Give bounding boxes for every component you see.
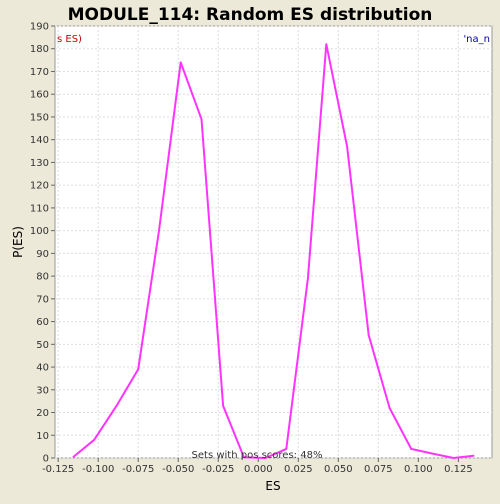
y-tick-label: 20 — [36, 408, 49, 419]
y-axis-label: P(ES) — [11, 226, 25, 258]
data-point — [285, 448, 288, 450]
data-point — [472, 454, 475, 457]
data-point — [431, 452, 433, 455]
legend-left-label: s ES) — [57, 34, 82, 45]
data-point — [93, 438, 96, 441]
x-tick-label: 0.025 — [284, 464, 313, 475]
data-point — [307, 277, 309, 280]
y-tick-label: 110 — [30, 203, 49, 214]
x-tick-label: -0.125 — [42, 464, 74, 475]
data-point — [137, 368, 140, 371]
x-axis-label: ES — [265, 479, 280, 493]
chart-title: MODULE_114: Random ES distribution — [68, 5, 433, 25]
data-point — [410, 448, 413, 450]
data-point — [158, 229, 160, 232]
data-point — [115, 404, 118, 407]
series-layer — [72, 43, 475, 459]
data-point — [200, 118, 203, 121]
y-tick-label: 80 — [36, 272, 49, 283]
y-tick-label: 70 — [36, 294, 49, 305]
y-tick-label: 130 — [30, 158, 49, 169]
y-tick-label: 140 — [30, 135, 49, 146]
x-tick-label: 0.100 — [404, 464, 433, 475]
data-point — [222, 404, 224, 407]
y-tick-label: 10 — [36, 431, 49, 442]
x-tick-label: 0.075 — [364, 464, 393, 475]
grid-lines — [55, 25, 492, 459]
data-point — [242, 456, 245, 459]
y-tick-label: 90 — [36, 249, 49, 260]
y-tick-label: 30 — [36, 385, 49, 396]
x-axis: -0.125 -0.100 -0.075 -0.050 -0.025 0.000 0.025… — [42, 458, 473, 475]
x-tick-label: 0.125 — [444, 464, 473, 475]
legend-right-label: 'na_n — [463, 34, 490, 45]
annotation-label: Sets with pos scores: 48% — [192, 450, 323, 461]
y-tick-label: 190 — [30, 22, 49, 33]
x-tick-label: -0.100 — [82, 464, 114, 475]
y-tick-label: 60 — [36, 317, 49, 328]
data-point — [367, 334, 370, 337]
data-point — [346, 145, 349, 148]
y-tick-label: 100 — [30, 226, 49, 237]
x-tick-label: -0.025 — [202, 464, 234, 475]
y-tick-label: 160 — [30, 90, 49, 101]
series-line-0 — [72, 43, 474, 459]
y-tick-label: 40 — [36, 363, 49, 374]
y-tick-label: 170 — [30, 67, 49, 78]
data-point — [179, 61, 182, 64]
data-point — [325, 43, 328, 46]
x-tick-label: 0.000 — [244, 464, 273, 475]
y-tick-label: 150 — [30, 112, 49, 123]
y-tick-label: 0 — [43, 454, 49, 465]
data-point — [388, 407, 391, 409]
data-point — [72, 455, 75, 458]
x-tick-label: 0.050 — [324, 464, 353, 475]
y-tick-label: 180 — [30, 44, 49, 55]
y-axis: 0 10 20 30 40 50 60 70 80 90 100 110 120 130 140 150 160… — [30, 22, 55, 465]
plot-area — [54, 25, 493, 459]
x-tick-label: -0.050 — [162, 464, 194, 475]
y-tick-label: 50 — [36, 340, 49, 351]
data-point — [264, 457, 267, 459]
y-tick-label: 120 — [30, 181, 49, 192]
data-point — [452, 457, 455, 459]
x-tick-label: -0.075 — [122, 464, 154, 475]
